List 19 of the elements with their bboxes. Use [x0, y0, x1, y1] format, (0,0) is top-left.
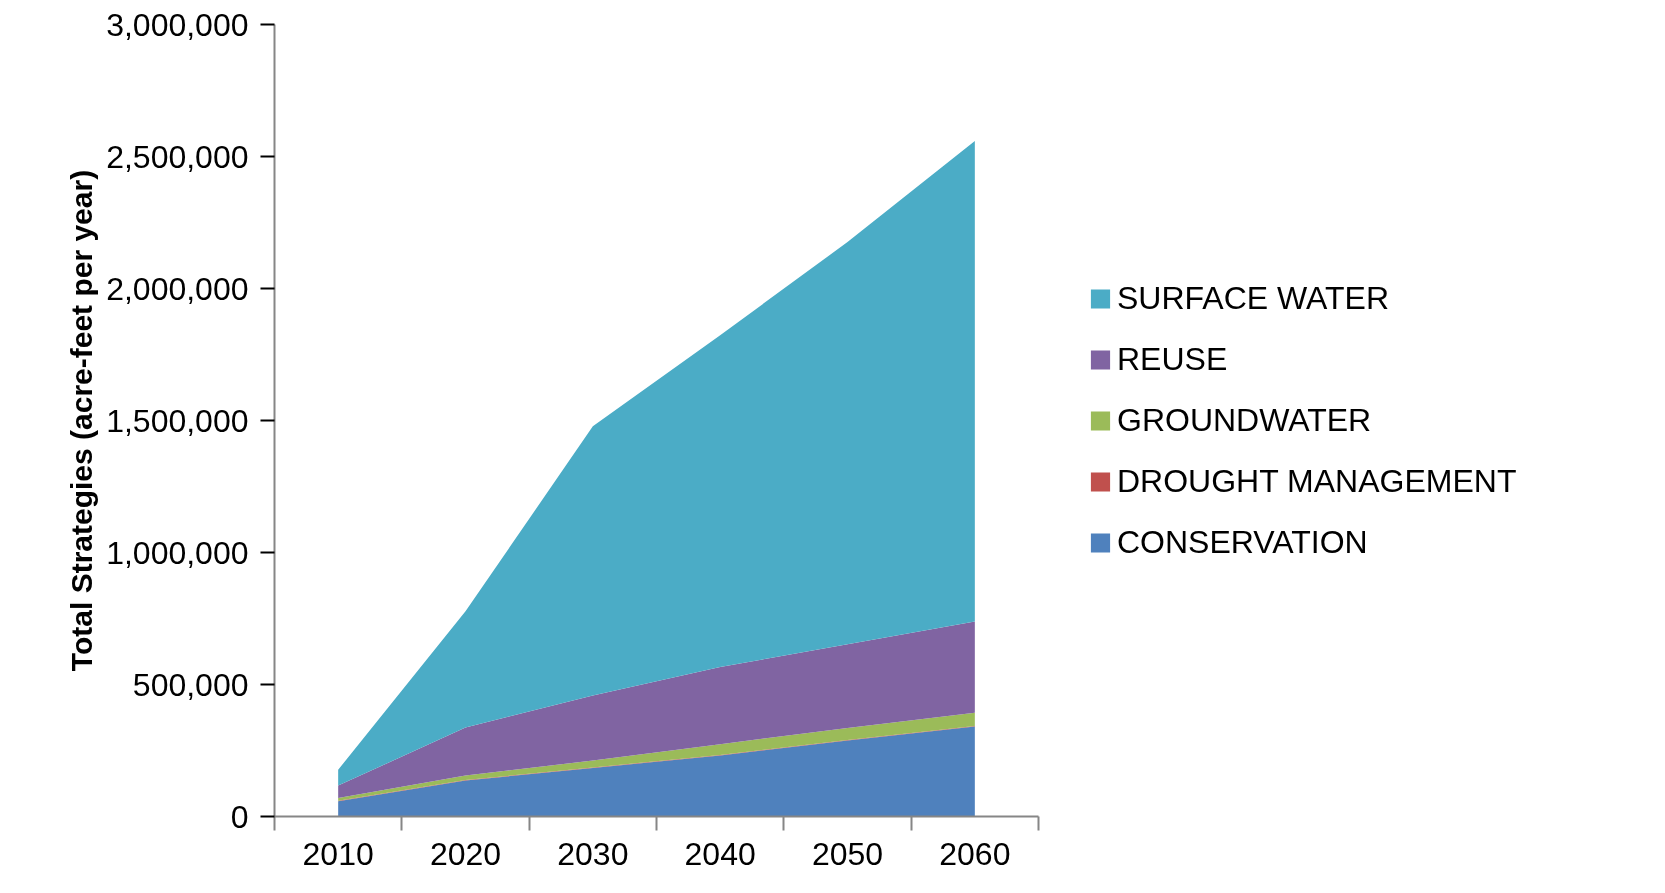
y-tick-label: 3,000,000 — [106, 6, 249, 43]
legend-label: REUSE — [1117, 340, 1228, 378]
legend-label: CONSERVATION — [1117, 523, 1368, 561]
x-tick-label: 2040 — [684, 835, 756, 872]
y-tick-label: 1,500,000 — [106, 402, 249, 439]
x-tick-label: 2030 — [557, 835, 629, 872]
y-tick-label: 2,500,000 — [106, 138, 249, 175]
legend-label: SURFACE WATER — [1117, 279, 1390, 317]
legend-label: DROUGHT MANAGEMENT — [1117, 462, 1517, 500]
legend-label: GROUNDWATER — [1117, 401, 1372, 439]
x-tick-label: 2020 — [429, 835, 502, 872]
y-tick-label: 2,000,000 — [106, 270, 249, 307]
x-tick-label: 2050 — [811, 835, 884, 872]
y-axis-title: Total Strategies (acre-feet per year) — [65, 169, 99, 672]
x-tick-label: 2010 — [302, 835, 374, 872]
y-tick-label: 500,000 — [132, 666, 249, 703]
y-tick-label: 0 — [230, 798, 249, 835]
x-tick-label: 2060 — [939, 835, 1011, 872]
y-tick-label: 1,000,000 — [106, 534, 249, 571]
